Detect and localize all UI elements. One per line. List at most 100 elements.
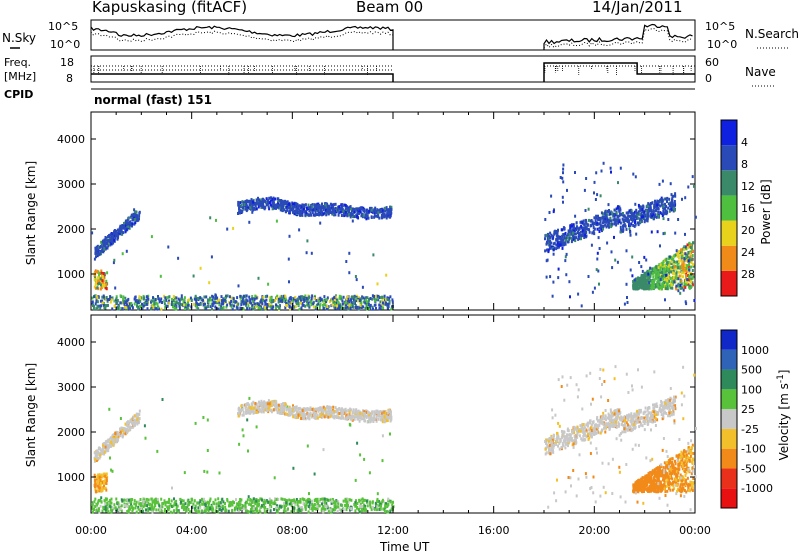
echo-pixel bbox=[333, 508, 336, 512]
echo-pixel bbox=[127, 501, 130, 505]
echo-pixel bbox=[257, 303, 260, 307]
echo-pixel bbox=[575, 236, 577, 240]
echo-pixel bbox=[615, 223, 618, 227]
echo-pixel bbox=[313, 203, 316, 207]
echo-pixel bbox=[201, 509, 204, 513]
echo-pixel bbox=[123, 498, 126, 502]
echo-pixel bbox=[673, 253, 676, 257]
echo-pixel bbox=[184, 507, 187, 510]
echo-pixel bbox=[297, 207, 300, 211]
echo-pixel bbox=[122, 295, 125, 299]
echo-pixel bbox=[300, 209, 303, 213]
echo-pixel bbox=[291, 499, 294, 502]
echo-pixel bbox=[315, 507, 318, 511]
echo-pixel bbox=[618, 218, 621, 222]
colorbar-tick-label: 4 bbox=[741, 136, 748, 149]
echo-pixel bbox=[359, 297, 362, 301]
echo-pixel bbox=[283, 498, 286, 502]
echo-pixel bbox=[290, 301, 293, 305]
echo-pixel bbox=[636, 213, 639, 217]
echo-pixel bbox=[551, 234, 554, 238]
echo-pixel bbox=[647, 207, 650, 211]
echo-pixel bbox=[187, 508, 190, 511]
echo-pixel bbox=[300, 301, 302, 305]
echo-pixel bbox=[103, 306, 106, 309]
echo-pixel bbox=[693, 184, 695, 188]
echo-pixel bbox=[553, 208, 555, 212]
echo-pixel bbox=[689, 245, 692, 249]
echo-pixel bbox=[244, 503, 247, 507]
echo-pixel bbox=[687, 185, 690, 189]
echo-pixel bbox=[582, 219, 585, 223]
echo-pixel bbox=[240, 203, 243, 207]
echo-pixel bbox=[161, 301, 164, 304]
echo-pixel bbox=[661, 179, 664, 183]
echo-pixel bbox=[659, 204, 662, 208]
echo-pixel bbox=[304, 294, 307, 298]
echo-pixel bbox=[598, 222, 600, 226]
echo-pixel bbox=[602, 225, 605, 228]
echo-pixel bbox=[307, 304, 310, 308]
echo-pixel bbox=[677, 265, 680, 269]
echo-pixel bbox=[101, 301, 104, 305]
echo-pixel bbox=[323, 500, 326, 504]
echo-pixel bbox=[239, 503, 241, 507]
echo-pixel bbox=[677, 253, 680, 257]
echo-pixel bbox=[102, 272, 105, 275]
echo-pixel bbox=[96, 501, 99, 505]
echo-pixel bbox=[108, 235, 111, 239]
echo-pixel bbox=[100, 500, 103, 504]
echo-pixel bbox=[685, 274, 688, 278]
echo-pixel bbox=[358, 211, 360, 215]
echo-pixel bbox=[166, 304, 169, 308]
echo-pixel bbox=[327, 510, 330, 514]
echo-pixel bbox=[207, 298, 209, 302]
echo-pixel bbox=[545, 275, 548, 279]
echo-pixel bbox=[119, 301, 122, 305]
echo-pixel bbox=[103, 479, 106, 483]
echo-pixel bbox=[368, 209, 371, 213]
cpid-label: CPID bbox=[4, 88, 33, 101]
echo-pixel bbox=[569, 227, 572, 231]
echo-pixel bbox=[314, 307, 317, 311]
echo-pixel bbox=[264, 295, 267, 298]
echo-pixel bbox=[691, 283, 694, 287]
echo-pixel bbox=[350, 507, 353, 511]
echo-pixel bbox=[552, 252, 555, 256]
echo-pixel bbox=[98, 446, 101, 450]
echo-pixel bbox=[657, 271, 660, 275]
echo-pixel bbox=[262, 198, 265, 202]
echo-pixel bbox=[265, 510, 268, 514]
echo-pixel bbox=[645, 209, 648, 213]
echo-pixel bbox=[336, 509, 339, 513]
echo-pixel bbox=[318, 205, 321, 209]
echo-pixel bbox=[109, 505, 112, 509]
echo-pixel bbox=[332, 203, 335, 207]
echo-pixel bbox=[363, 503, 366, 507]
echo-pixel bbox=[591, 290, 594, 294]
echo-pixel bbox=[211, 298, 214, 302]
echo-pixel bbox=[241, 507, 244, 511]
echo-pixel bbox=[267, 282, 270, 286]
echo-pixel bbox=[195, 299, 198, 303]
echo-pixel bbox=[138, 305, 141, 309]
echo-pixel bbox=[278, 199, 281, 202]
echo-pixel bbox=[676, 254, 679, 258]
echo-pixel bbox=[665, 205, 667, 208]
echo-pixel bbox=[150, 507, 153, 511]
echo-pixel bbox=[386, 298, 389, 301]
echo-pixel bbox=[313, 507, 316, 511]
echo-pixel bbox=[645, 272, 648, 276]
echo-pixel bbox=[111, 296, 114, 300]
echo-pixel bbox=[95, 249, 98, 253]
echo-pixel bbox=[194, 294, 197, 298]
echo-pixel bbox=[123, 429, 126, 433]
echo-pixel bbox=[260, 504, 263, 508]
echo-pixel bbox=[358, 296, 361, 300]
echo-pixel bbox=[252, 202, 255, 206]
echo-pixel bbox=[239, 306, 242, 310]
echo-pixel bbox=[239, 209, 242, 213]
echo-pixel bbox=[371, 305, 374, 309]
echo-pixel bbox=[564, 239, 567, 242]
echo-pixel bbox=[100, 252, 102, 256]
